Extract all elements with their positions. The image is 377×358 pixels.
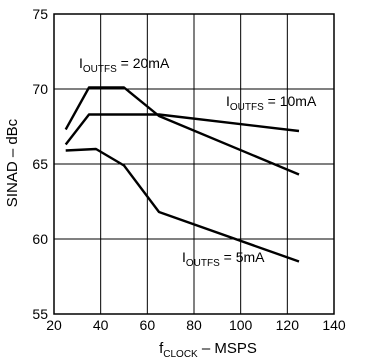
series-annotation-main: I [226,93,230,109]
series-annotation-sub: OUTFS [83,64,117,75]
x-tick-label-40: 40 [93,317,109,333]
grid-lines [54,14,334,314]
x-tick-label-60: 60 [140,317,156,333]
series-annotation-rest: = 5mA [220,249,265,265]
x-axis-label: fCLOCK – MSPS [159,340,257,358]
x-tick-label-120: 120 [276,317,300,333]
series-line-20ma [64,86,300,176]
x-tick-label-20: 20 [46,317,62,333]
series-annotation-sub: OUTFS [230,102,264,113]
y-tick-label-70: 70 [32,81,48,97]
series-annotation-rest: = 10mA [264,93,317,109]
series-annotation-sub: OUTFS [186,258,220,269]
y-tick-label-75: 75 [32,6,48,22]
series-line-5ma [65,147,300,263]
series-annotation-main: I [79,55,83,71]
x-axis-label-sub: CLOCK [163,349,198,358]
series-line-10ma [64,113,300,146]
series-annotation-main: I [182,249,186,265]
series-annotation-20ma: IOUTFS = 20mA [79,55,170,75]
x-tick-label-80: 80 [186,317,202,333]
x-tick-label-100: 100 [229,317,253,333]
x-tick-label-140: 140 [322,317,346,333]
series-annotation-5ma: IOUTFS = 5mA [182,249,265,269]
y-tick-label-65: 65 [32,156,48,172]
series-annotation-rest: = 20mA [117,55,170,71]
x-axis-label-main: f [159,340,164,357]
tick-labels: 55 60 65 70 75 20 40 60 80 100 120 140 [32,6,345,333]
series-annotation-10ma: IOUTFS = 10mA [226,93,317,113]
y-tick-label-55: 55 [32,306,48,322]
plot-frame [53,13,335,315]
series-layer [64,86,300,263]
x-axis-label-rest: – MSPS [198,340,257,357]
y-axis-label: SINAD – dBc [4,118,21,207]
y-tick-label-60: 60 [32,231,48,247]
